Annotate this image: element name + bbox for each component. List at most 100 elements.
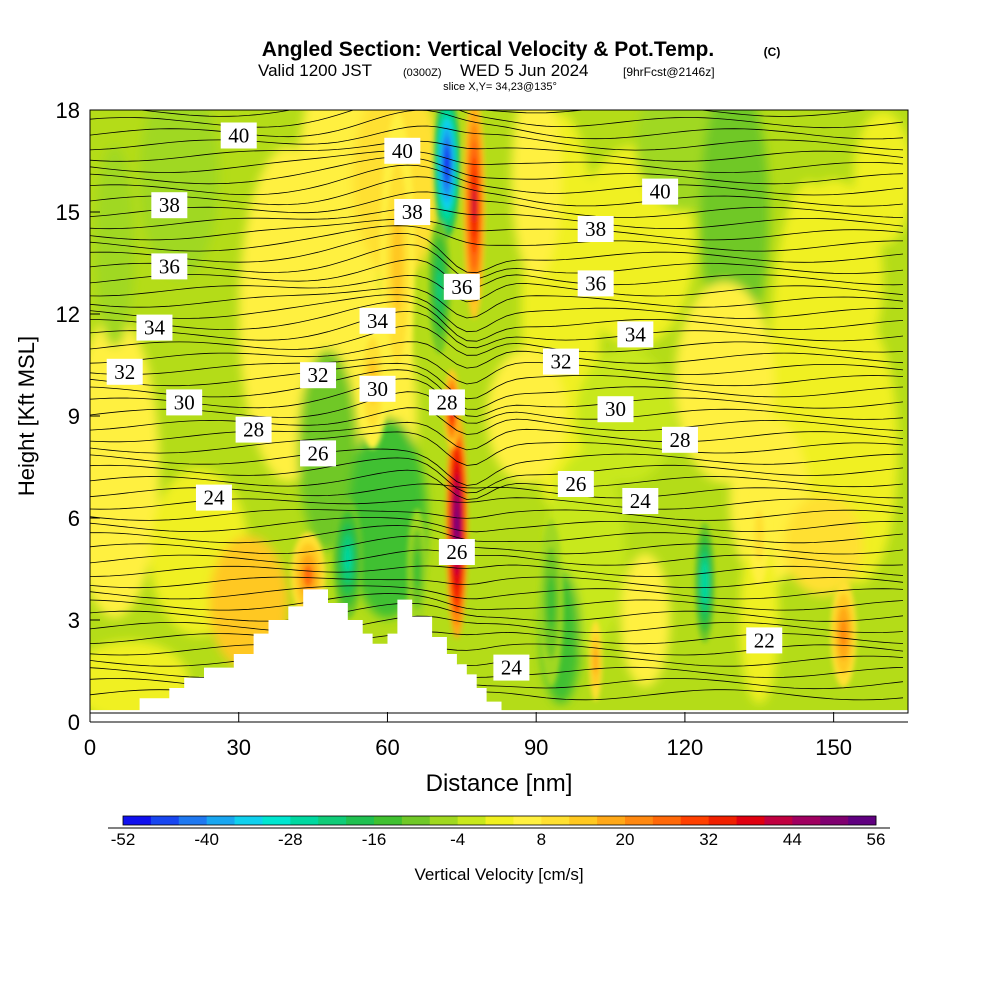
theta-contour-line: [90, 421, 904, 451]
colorbar-swatch: [597, 816, 626, 825]
colorbar-swatch: [820, 816, 849, 825]
contour-label-text: 32: [308, 363, 329, 387]
colorbar-swatch: [736, 816, 765, 825]
contour-label: 26: [438, 539, 475, 565]
colorbar-tick-label: -40: [194, 830, 219, 849]
plot-frame: [89, 109, 909, 714]
theta-contour-line: [90, 585, 904, 600]
colorbar-swatch: [569, 816, 598, 825]
contour-label-text: 24: [630, 489, 652, 513]
valid-utc: (0300Z): [403, 67, 442, 79]
contour-label-text: 24: [203, 486, 225, 510]
colorbar-swatch: [401, 816, 431, 825]
contour-label: 34: [136, 314, 173, 341]
chart-title-units: (C): [764, 45, 781, 59]
y-axis-label: Height [Kft MSL]: [14, 336, 39, 496]
colorbar-swatch: [625, 816, 654, 825]
theta-contour-line: [90, 457, 904, 494]
x-tick-label: 150: [815, 735, 852, 760]
colorbar-tick-label: 56: [867, 830, 886, 849]
colorbar-tick-label: 20: [616, 830, 635, 849]
theta-contour-line: [90, 191, 904, 218]
contour-label: 34: [617, 321, 654, 348]
theta-contour-line: [90, 310, 904, 349]
contour-label: 28: [661, 426, 698, 453]
colorbar-tick-label: 32: [699, 830, 718, 849]
colorbar-swatch: [708, 816, 737, 825]
contour-label-text: 26: [308, 441, 329, 465]
theta-contour-line: [90, 164, 904, 196]
contour-label: 24: [622, 488, 659, 514]
theta-contour-line: [90, 535, 904, 555]
contour-label: 40: [642, 178, 679, 205]
contour-label: 30: [166, 389, 203, 416]
contour-label: 24: [493, 654, 530, 681]
colorbar-swatch: [318, 816, 347, 825]
contour-label: 28: [428, 389, 465, 416]
theta-contour-line: [136, 110, 870, 117]
colorbar-swatch: [457, 816, 486, 825]
theta-contour-line: [90, 225, 903, 252]
theta-contour-line: [90, 300, 904, 342]
colorbar-swatch: [178, 816, 208, 825]
colorbar-swatch: [429, 816, 459, 825]
colorbar-tick-label: -16: [362, 830, 387, 849]
contour-label-text: 24: [501, 656, 523, 680]
contour-label-text: 26: [446, 540, 467, 564]
x-tick-label: 30: [226, 735, 250, 760]
y-tick-label: 18: [56, 98, 80, 123]
theta-contour-line: [90, 615, 904, 634]
contour-label: 28: [235, 416, 272, 443]
colorbar-tick-label: 8: [537, 830, 546, 849]
contour-label: 32: [542, 348, 579, 375]
theta-contour-line: [90, 508, 904, 521]
x-tick-label: 90: [524, 735, 548, 760]
colorbar: -52 -40 -28 -16 -4 8 20 32 44 56: [108, 815, 890, 849]
theta-contour-line: [90, 593, 904, 611]
contour-label: 30: [597, 396, 634, 423]
theta-contour-line: [90, 176, 904, 207]
y-tick-label: 0: [68, 710, 80, 735]
contour-label-text: 22: [754, 628, 775, 652]
contour-label-text: 34: [144, 316, 166, 340]
contour-label-text: 28: [669, 428, 690, 452]
contour-label-text: 38: [585, 217, 606, 241]
contour-label: 36: [151, 253, 188, 280]
theta-contour-line: [90, 369, 904, 410]
x-tick-label: 0: [84, 735, 96, 760]
colorbar-swatch: [374, 816, 403, 825]
theta-contour-line: [90, 516, 904, 533]
theta-contour-line: [90, 287, 904, 319]
x-axis: 0 30 60 90 120 150: [84, 712, 852, 760]
theta-contour-line: [90, 150, 904, 174]
theta-contour-line: [90, 602, 904, 622]
theta-contour-line: [90, 294, 904, 333]
contour-label-text: 32: [550, 350, 571, 374]
colorbar-swatch: [541, 816, 570, 825]
colorbar-swatch: [680, 816, 710, 825]
colorbar-swatch: [764, 816, 793, 825]
contour-label: 38: [394, 199, 431, 225]
theta-contour-labels: 40 40 40 38 38 38 36 36 36 34 34 34 32 32 32 30 30 30 28 28…: [106, 122, 783, 681]
theta-contour-line: [90, 469, 904, 500]
contour-label: 26: [300, 440, 337, 467]
contour-label-text: 30: [174, 390, 195, 414]
theta-contour-line: [90, 391, 904, 424]
chart-title-block: Angled Section: Vertical Velocity & Pot.…: [258, 38, 780, 93]
colorbar-label: Vertical Velocity [cm/s]: [414, 865, 583, 884]
colorbar-swatch: [206, 816, 235, 825]
y-axis: 0 3 6 9 12 15 18: [56, 98, 100, 735]
contour-label-text: 30: [605, 397, 626, 421]
chart-title: Angled Section: Vertical Velocity & Pot.…: [262, 38, 714, 61]
theta-contour-line: [90, 448, 904, 486]
y-tick-label: 12: [56, 302, 80, 327]
theta-contour-line: [90, 207, 904, 230]
colorbar-tick-label: -4: [450, 830, 465, 849]
colorbar-swatch: [123, 816, 152, 825]
colorbar-swatch: [234, 816, 263, 825]
contour-label: 38: [151, 192, 188, 219]
colorbar-tick-label: -52: [111, 830, 136, 849]
colorbar-tick-label: -28: [278, 830, 303, 849]
colorbar-swatch: [346, 816, 375, 825]
